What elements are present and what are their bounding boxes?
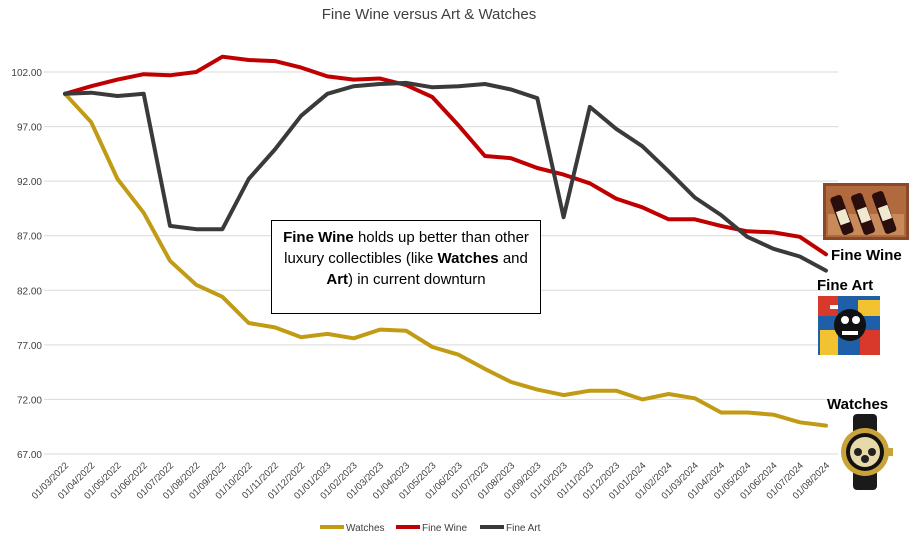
y-axis-ticks: 67.00 72.00 77.00 82.00 87.00 92.00 97.00 102.0… [11, 68, 42, 461]
watches-side-label: Watches [827, 396, 888, 413]
annotation-part: Watches [437, 250, 499, 267]
legend-label: Fine Art [506, 523, 541, 534]
y-tick-label: 97.00 [17, 123, 42, 134]
series-line-fine-wine [63, 54, 828, 257]
fine-wine-image [823, 183, 909, 240]
watch-image [841, 414, 893, 490]
y-tick-label: 67.00 [17, 450, 42, 461]
annotation-part: ) in current downturn [348, 271, 486, 288]
y-tick-label: 92.00 [17, 177, 42, 188]
y-tick-label: 72.00 [17, 395, 42, 406]
fine-art-image [818, 296, 880, 355]
series-lines [63, 54, 828, 428]
fine-wine-side-label: Fine Wine [831, 247, 902, 264]
annotation-part: and [498, 250, 528, 267]
x-axis-ticks: 01/03/202201/04/202201/05/202201/06/2022… [30, 460, 832, 501]
chart-title: Fine Wine versus Art & Watches [322, 6, 537, 23]
y-tick-label: 102.00 [11, 68, 42, 79]
series-line-fine-art [63, 80, 828, 273]
series-line-watches [63, 91, 828, 428]
annotation-box: Fine Wine holds up better than other lux… [271, 220, 541, 314]
y-tick-label: 82.00 [17, 286, 42, 297]
legend: Watches Fine Wine Fine Art [320, 523, 541, 534]
annotation-part: Fine Wine [283, 229, 354, 246]
fine-art-side-label: Fine Art [817, 277, 873, 294]
legend-label: Watches [346, 523, 385, 534]
annotation-part: holds up better than other luxury collec… [284, 229, 529, 267]
annotation-part: Art [326, 271, 349, 288]
y-tick-label: 87.00 [17, 232, 42, 243]
y-tick-label: 77.00 [17, 341, 42, 352]
legend-label: Fine Wine [422, 523, 467, 534]
